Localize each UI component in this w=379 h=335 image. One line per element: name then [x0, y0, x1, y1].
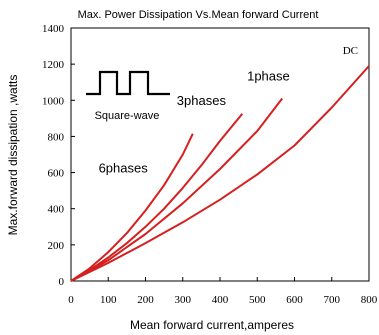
series-lines	[70, 65, 370, 282]
series-line-1phase	[70, 97, 283, 282]
x-tick-label: 100	[100, 294, 117, 306]
series-label-1phase: 1phase	[247, 68, 290, 83]
axis-ticks	[70, 27, 370, 282]
series-line-dc	[70, 65, 370, 282]
series-label-6phases: 6phases	[99, 161, 149, 176]
plot-area	[70, 27, 370, 282]
square-wave-inset: Square-wave	[86, 70, 170, 122]
x-tick-label: 800	[361, 294, 378, 306]
y-tick-label: 1400	[42, 23, 65, 35]
x-tick-label: 700	[324, 294, 341, 306]
x-tick-label: 400	[212, 294, 229, 306]
series-line-3phases	[70, 113, 244, 282]
x-tick-label: 0	[68, 294, 74, 306]
y-tick-label: 0	[59, 276, 65, 288]
x-axis-label: Mean forward current,amperes	[130, 318, 294, 332]
x-tick-label: 200	[137, 294, 154, 306]
y-tick-label: 1000	[42, 95, 65, 107]
x-tick-label: 500	[249, 294, 266, 306]
square-wave-label: Square-wave	[95, 110, 160, 122]
series-label-3phases: 3phases	[177, 93, 227, 108]
x-tick-label: 300	[175, 294, 192, 306]
y-tick-label: 200	[48, 240, 65, 252]
series-labels: 6phases 3phases 1phase DC	[99, 45, 358, 175]
y-tick-label: 400	[48, 204, 65, 216]
series-line-6phases	[70, 133, 194, 282]
y-tick-labels: 0 200 400 600 800 1000 1200 1400	[42, 23, 65, 288]
x-tick-label: 600	[286, 294, 303, 306]
y-tick-label: 800	[48, 131, 65, 143]
y-axis-label: Max.forward dissipation ,watts	[6, 75, 20, 236]
square-wave-icon	[86, 70, 170, 96]
x-tick-labels: 0 100 200 300 400 500 600 700 800	[68, 294, 378, 306]
y-tick-label: 600	[48, 168, 65, 180]
series-label-dc: DC	[343, 45, 358, 57]
chart-title: Max. Power Dissipation Vs.Mean forward C…	[78, 9, 319, 21]
y-tick-label: 1200	[42, 59, 65, 71]
